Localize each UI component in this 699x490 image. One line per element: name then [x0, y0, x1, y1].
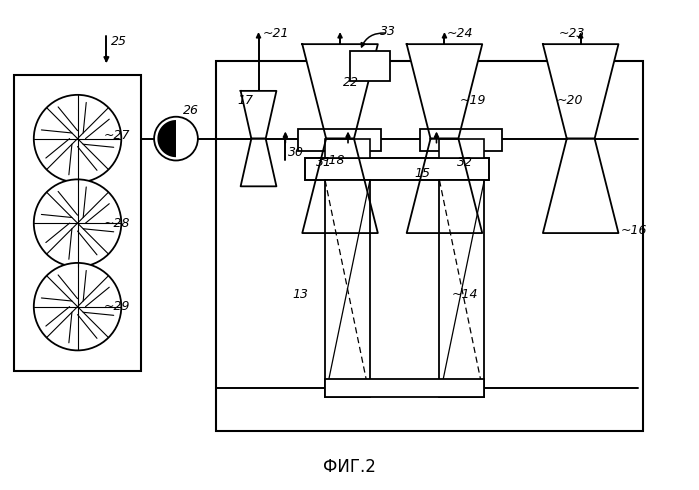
Polygon shape: [302, 44, 378, 139]
Text: ФИГ.2: ФИГ.2: [322, 458, 375, 476]
Text: 17: 17: [238, 94, 254, 107]
Bar: [216, 61, 643, 431]
Text: ~18: ~18: [318, 154, 345, 167]
Bar: [350, 51, 390, 81]
Bar: [14, 75, 141, 371]
Text: 13: 13: [292, 288, 308, 301]
Bar: [325, 379, 484, 397]
Bar: [419, 129, 502, 150]
Text: ~27: ~27: [103, 129, 130, 142]
Text: ~19: ~19: [459, 94, 486, 107]
Bar: [325, 180, 370, 397]
Text: ~23: ~23: [559, 27, 585, 40]
Text: ~20: ~20: [557, 94, 584, 107]
Text: ~21: ~21: [263, 27, 289, 40]
Bar: [440, 139, 484, 158]
Text: ~16: ~16: [621, 223, 647, 237]
Bar: [440, 180, 484, 397]
Text: ~29: ~29: [103, 300, 130, 313]
Circle shape: [34, 263, 122, 350]
Circle shape: [154, 117, 198, 161]
Circle shape: [34, 95, 122, 182]
Polygon shape: [302, 139, 378, 233]
Polygon shape: [240, 91, 276, 139]
Text: 30: 30: [289, 146, 304, 159]
Text: 31: 31: [316, 156, 332, 169]
Text: ~24: ~24: [447, 27, 473, 40]
Text: ~14: ~14: [452, 288, 478, 301]
Text: ~28: ~28: [103, 217, 130, 230]
Polygon shape: [543, 139, 619, 233]
Polygon shape: [240, 139, 276, 186]
Text: 33: 33: [380, 24, 396, 38]
Polygon shape: [407, 44, 482, 139]
Polygon shape: [157, 120, 176, 157]
Text: 32: 32: [457, 156, 473, 169]
Text: 26: 26: [183, 104, 199, 117]
Polygon shape: [407, 139, 482, 233]
Bar: [298, 129, 381, 150]
Text: 22: 22: [343, 76, 359, 89]
Bar: [305, 158, 489, 180]
Text: 15: 15: [415, 167, 431, 180]
Polygon shape: [543, 44, 619, 139]
Circle shape: [34, 179, 122, 267]
Text: 25: 25: [111, 35, 127, 48]
Bar: [325, 139, 370, 158]
